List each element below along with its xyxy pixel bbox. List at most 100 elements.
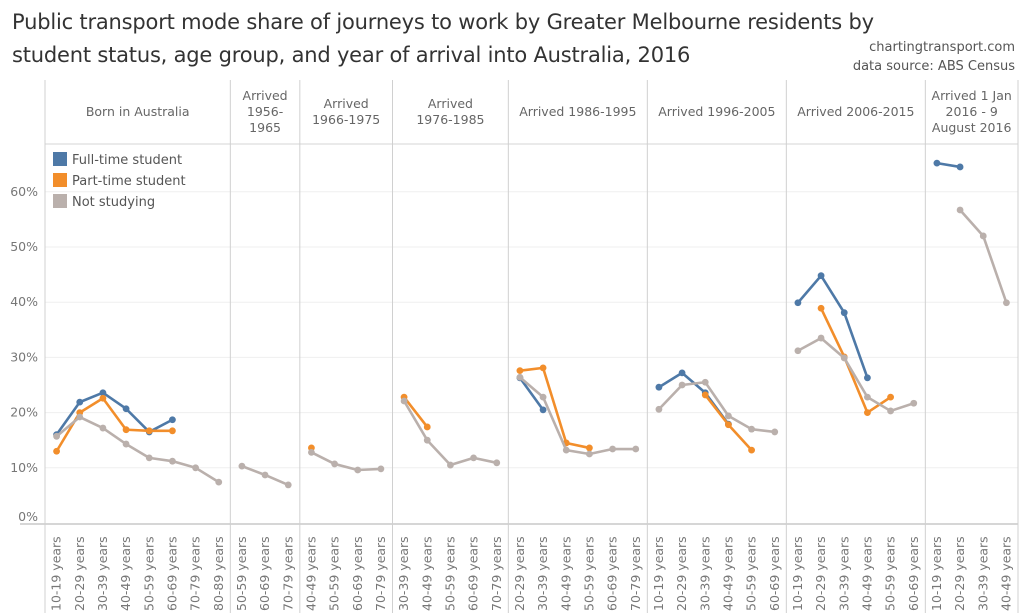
panel: Arrived 1996-2005 10-19 years 20-29 years 3… bbox=[646, 80, 782, 613]
x-tick-label: 80-89 years bbox=[211, 536, 226, 611]
x-tick-label: 50-59 years bbox=[744, 536, 759, 611]
x-tick-label: 30-39 years bbox=[697, 536, 712, 611]
x-tick-label: 60-69 years bbox=[466, 536, 481, 611]
data-point bbox=[99, 389, 107, 397]
x-tick-label: 40-49 years bbox=[419, 536, 434, 611]
panel: Born in Australia 10-19 years 20-29 years 3… bbox=[44, 80, 226, 613]
legend-label: Full-time student bbox=[72, 153, 182, 168]
panel-header-label: 1966-1975 bbox=[312, 112, 380, 127]
x-tick-label: 70-79 years bbox=[280, 536, 295, 611]
x-tick-label: 20-29 years bbox=[512, 536, 527, 611]
credit-source: data source: ABS Census bbox=[852, 59, 1015, 74]
x-tick-label: 60-69 years bbox=[767, 536, 782, 611]
data-point bbox=[678, 381, 686, 389]
panel-header-label: Arrived bbox=[324, 96, 369, 111]
panel: Arrived 1986-1995 20-29 years 30-39 years 4… bbox=[507, 80, 643, 613]
data-point bbox=[864, 409, 871, 416]
data-point bbox=[864, 374, 871, 382]
data-point bbox=[771, 428, 779, 436]
chart-title: Public transport mode share of journeys … bbox=[12, 6, 874, 72]
data-point bbox=[794, 299, 802, 307]
panel-header-label: Arrived 2006-2015 bbox=[797, 104, 914, 119]
panel-header-label: 1976-1985 bbox=[416, 112, 484, 127]
x-tick-label: 70-79 years bbox=[373, 536, 388, 611]
x-tick-label: 40-49 years bbox=[558, 536, 573, 611]
x-tick-label: 60-69 years bbox=[605, 536, 620, 611]
panel-header-label: Arrived bbox=[428, 96, 473, 111]
data-point bbox=[887, 407, 894, 415]
data-point bbox=[1003, 299, 1010, 307]
legend-label: Not studying bbox=[72, 195, 155, 210]
data-point bbox=[122, 440, 130, 448]
series-line bbox=[657, 380, 775, 434]
x-tick-label: 60-69 years bbox=[350, 536, 365, 611]
data-point bbox=[423, 423, 431, 431]
data-point bbox=[169, 457, 176, 465]
x-tick-label: 30-39 years bbox=[396, 536, 411, 611]
data-point bbox=[840, 309, 848, 317]
data-point bbox=[447, 461, 454, 469]
series-line bbox=[55, 396, 173, 452]
data-point bbox=[99, 394, 107, 402]
y-tick-label: 50% bbox=[10, 239, 38, 254]
data-point bbox=[910, 399, 918, 407]
data-point bbox=[169, 416, 176, 424]
panel-header-label: Born in Australia bbox=[86, 104, 190, 119]
data-point bbox=[76, 413, 84, 421]
data-point bbox=[261, 471, 269, 479]
panel-header-label: 1965 bbox=[249, 120, 281, 135]
x-tick-label: 30-39 years bbox=[535, 536, 550, 611]
panel: Arrived 2006-2015 10-19 years 20-29 years 3… bbox=[785, 80, 921, 613]
data-point bbox=[377, 465, 385, 473]
data-point bbox=[725, 421, 732, 429]
series-line bbox=[403, 396, 429, 428]
series-line bbox=[402, 400, 498, 467]
y-tick-label: 60% bbox=[10, 184, 38, 199]
series-line bbox=[819, 307, 892, 414]
data-point bbox=[539, 364, 547, 372]
x-tick-label: 10-19 years bbox=[790, 536, 805, 611]
data-point bbox=[748, 446, 755, 454]
x-tick-label: 20-29 years bbox=[952, 536, 967, 611]
series-line bbox=[796, 274, 869, 379]
x-tick-label: 60-69 years bbox=[257, 536, 272, 611]
x-tick-label: 10-19 years bbox=[49, 536, 64, 611]
series-line bbox=[519, 366, 590, 450]
series-line bbox=[519, 376, 636, 456]
legend-label: Part-time student bbox=[72, 174, 186, 189]
data-point bbox=[400, 397, 408, 405]
x-tick-label: 60-69 years bbox=[906, 536, 921, 611]
x-tick-label: 50-59 years bbox=[442, 536, 457, 611]
data-point bbox=[99, 424, 107, 432]
data-point bbox=[308, 448, 315, 456]
data-point bbox=[979, 232, 987, 240]
data-point bbox=[887, 393, 894, 401]
y-tick-label: 30% bbox=[10, 349, 38, 364]
x-tick-label: 70-79 years bbox=[188, 536, 203, 611]
x-tick-label: 20-29 years bbox=[813, 536, 828, 611]
x-tick-label: 40-49 years bbox=[303, 536, 318, 611]
data-point bbox=[354, 466, 362, 474]
series-line bbox=[936, 161, 961, 169]
data-point bbox=[76, 398, 84, 406]
panel-header-label: Arrived 1986-1995 bbox=[519, 104, 636, 119]
y-tick-label: 0% bbox=[18, 509, 38, 524]
legend-swatch bbox=[53, 194, 67, 208]
data-point bbox=[748, 425, 755, 433]
series-line bbox=[55, 415, 220, 484]
legend-swatch bbox=[53, 152, 67, 166]
data-point bbox=[725, 412, 732, 420]
x-tick-label: 70-79 years bbox=[628, 536, 643, 611]
data-point bbox=[655, 405, 663, 413]
x-tick-label: 30-39 years bbox=[95, 536, 110, 611]
x-tick-label: 20-29 years bbox=[674, 536, 689, 611]
x-tick-label: 60-69 years bbox=[164, 536, 179, 611]
data-point bbox=[53, 432, 60, 440]
x-tick-label: 20-29 years bbox=[72, 536, 87, 611]
data-point bbox=[53, 447, 60, 455]
